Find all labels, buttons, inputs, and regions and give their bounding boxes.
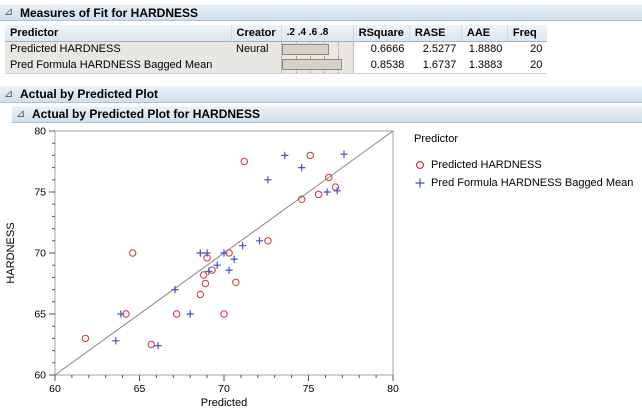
predictor-cell: Predicted HARDNESS [5, 41, 231, 57]
table-row: Pred Formula HARDNESS Bagged Mean 0.8538… [5, 57, 548, 74]
x-axis-label: Predicted [201, 397, 247, 409]
y-tick-label: 70 [34, 247, 46, 259]
freq-cell: 20 [530, 43, 543, 56]
jmp-report-window: ⊿ Measures of Fit for HARDNESS Predictor… [0, 4, 642, 420]
y-tick-label: 80 [34, 125, 46, 137]
column-header-predictor: Predictor [5, 25, 232, 42]
legend-title: Predictor [414, 132, 459, 145]
aae-cell: 1.3883 [461, 57, 508, 74]
column-header-rsquare-scale: .2 .4 .6 .8 [281, 25, 354, 42]
freq-cell: 20 [507, 57, 548, 74]
y-axis-label: HARDNESS [5, 222, 17, 283]
rsquare-bar-cell [280, 57, 354, 74]
measures-of-fit-title: Measures of Fit for HARDNESS [20, 5, 199, 20]
disclosure-open-icon[interactable]: ⊿ [4, 6, 14, 18]
predictor-cell: Pred Formula HARDNESS Bagged Mean [5, 57, 231, 74]
rsquare-cell: 0.8538 [353, 57, 410, 74]
column-header-rase: RASE [409, 25, 462, 42]
x-tick-label: 75 [303, 383, 315, 395]
legend-item[interactable]: Predicted HARDNESS [414, 156, 633, 174]
legend: Predictor Predicted HARDNESS Pred Formul… [414, 125, 633, 192]
disclosure-open-icon[interactable]: ⊿ [16, 107, 26, 120]
rsquare-bar [281, 59, 343, 70]
plus-marker-icon [414, 177, 431, 189]
y-tick-label: 75 [34, 186, 46, 198]
plot-area: 60 65 70 75 80 60 65 70 75 80 Predicted HARDNESS Pr… [0, 125, 642, 413]
legend-item-label: Predicted HARDNESS [431, 158, 542, 171]
y-tick-label: 60 [34, 369, 46, 381]
series-1-points[interactable] [112, 150, 348, 349]
table-row: Predicted HARDNESS Neural 0.6666 2.5277 … [5, 41, 547, 57]
bar-gridline [338, 41, 340, 57]
series-0-points[interactable] [81, 151, 340, 348]
creator-cell [231, 57, 282, 74]
rsquare-cell: 0.6666 [370, 43, 405, 56]
rase-cell: 1.6737 [409, 57, 462, 74]
legend-item[interactable]: Pred Formula HARDNESS Bagged Mean [414, 174, 633, 192]
measures-of-fit-header[interactable]: ⊿ Measures of Fit for HARDNESS [0, 4, 642, 21]
table-header-row: Predictor Creator .2 .4 .6 .8 RSquare RA… [5, 25, 548, 42]
circle-marker-icon [414, 159, 431, 171]
column-header-rsquare: RSquare [353, 25, 410, 42]
rsquare-bar [281, 43, 329, 55]
aae-cell: 1.8880 [468, 43, 503, 56]
rsquare-bar-cell [280, 41, 354, 57]
column-header-creator: Creator [231, 25, 282, 42]
disclosure-open-icon[interactable]: ⊿ [4, 87, 14, 100]
y-tick-label: 65 [34, 308, 46, 320]
measures-of-fit-table: Predictor Creator .2 .4 .6 .8 RSquare RA… [5, 25, 548, 74]
x-tick-label: 60 [49, 383, 61, 395]
x-tick-label: 65 [134, 383, 146, 395]
column-header-freq: Freq [507, 25, 548, 42]
scatter-plot[interactable]: 60 65 70 75 80 60 65 70 75 80 Predicted HARDNESS [0, 125, 402, 413]
rase-cell: 2.5277 [422, 43, 457, 56]
legend-item-label: Pred Formula HARDNESS Bagged Mean [431, 176, 634, 189]
x-tick-label: 70 [218, 383, 230, 395]
column-header-aae: AAE [461, 25, 508, 42]
actual-by-predicted-header[interactable]: ⊿ Actual by Predicted Plot [0, 85, 642, 103]
actual-by-predicted-hardness-header[interactable]: ⊿ Actual by Predicted Plot for HARDNESS [12, 105, 642, 123]
actual-by-predicted-title: Actual by Predicted Plot [20, 87, 159, 101]
x-tick-label: 80 [387, 383, 399, 395]
actual-by-predicted-hardness-title: Actual by Predicted Plot for HARDNESS [32, 107, 261, 121]
creator-cell: Neural [231, 41, 282, 57]
